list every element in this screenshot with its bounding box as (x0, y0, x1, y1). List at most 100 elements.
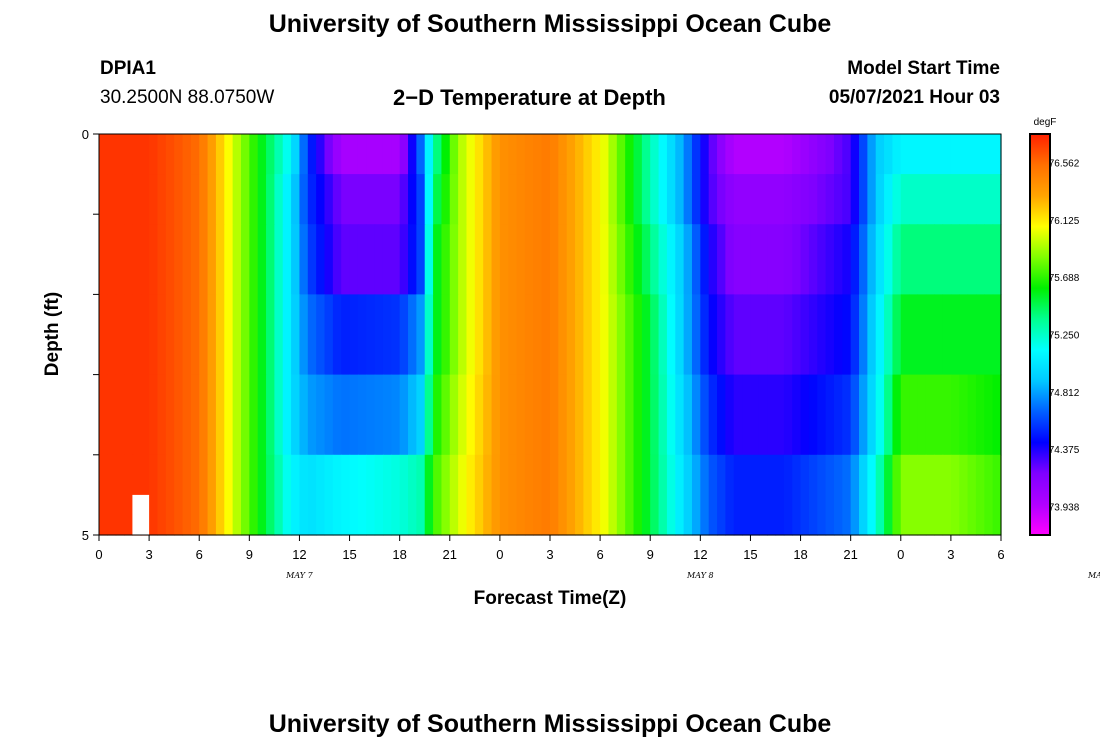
heatmap-cell (733, 134, 743, 175)
heatmap-cell (934, 174, 944, 225)
heatmap-cell (508, 454, 518, 536)
heatmap-cell (575, 374, 585, 456)
heatmap-cell (474, 134, 484, 175)
heatmap-cell (483, 134, 493, 175)
heatmap-cell (625, 174, 635, 225)
heatmap-cell (357, 134, 367, 175)
colorbar-unit: degF (1034, 117, 1057, 128)
heatmap-cell (775, 454, 785, 536)
heatmap-cell (174, 294, 184, 376)
heatmap-cell (491, 294, 501, 376)
heatmap-cell (616, 294, 626, 376)
heatmap-cell (291, 294, 301, 376)
heatmap-cell (399, 454, 409, 536)
heatmap-cell (232, 224, 242, 295)
heatmap-cell (641, 224, 651, 295)
heatmap-cell (99, 224, 108, 295)
heatmap-cell (850, 454, 860, 536)
heatmap-cell (408, 174, 417, 225)
heatmap-cell (199, 174, 209, 225)
heatmap-cell (842, 294, 852, 376)
heatmap-cell (149, 224, 159, 295)
heatmap-cell (833, 134, 843, 175)
heatmap-cell (115, 224, 125, 295)
heatmap-cell (867, 454, 877, 536)
heatmap-cell (650, 454, 660, 536)
heatmap-cell (575, 294, 585, 376)
heatmap-cell (232, 454, 242, 536)
heatmap-cell (341, 134, 351, 175)
heatmap-cell (524, 454, 534, 536)
heatmap-cell (742, 134, 752, 175)
heatmap-cell (909, 134, 919, 175)
heatmap-cell (608, 374, 618, 456)
heatmap-cell (391, 174, 401, 225)
heatmap-cell (942, 294, 952, 376)
heatmap-cell (324, 374, 334, 456)
heatmap-cell (942, 374, 952, 456)
heatmap-cell (750, 374, 760, 456)
heatmap-cell (917, 454, 927, 536)
heatmap-cell (282, 294, 292, 376)
heatmap-cell (867, 294, 877, 376)
heatmap-cell (516, 374, 526, 456)
heatmap-cell (850, 174, 860, 225)
heatmap-cell (691, 294, 701, 376)
heatmap-cell (783, 454, 793, 536)
heatmap-cell (575, 134, 585, 175)
heatmap-cell (817, 454, 827, 536)
heatmap-cell (591, 134, 601, 175)
colorbar-tick-label: 74.375 (1049, 445, 1080, 456)
heatmap-cell (608, 134, 618, 175)
heatmap-cell (391, 294, 401, 376)
heatmap-cell (600, 294, 610, 376)
heatmap-cell (307, 294, 317, 376)
heatmap-cell (174, 374, 184, 456)
heatmap-cell (792, 374, 802, 456)
heatmap-cell (867, 174, 877, 225)
heatmap-cell (859, 374, 868, 456)
heatmap-cell (633, 174, 643, 225)
heatmap-cell (474, 374, 484, 456)
heatmap-cell (249, 454, 259, 536)
heatmap-cell (399, 294, 409, 376)
heatmap-cell (825, 134, 835, 175)
heatmap-cell (458, 174, 468, 225)
colorbar-tick-label: 75.250 (1049, 331, 1080, 342)
heatmap-cell (683, 374, 693, 456)
heatmap-cell (449, 174, 459, 225)
heatmap-cell (391, 134, 401, 175)
heatmap-cell (591, 224, 601, 295)
heatmap-cell (299, 224, 309, 295)
heatmap-cell (483, 374, 493, 456)
heatmap-cell (892, 174, 902, 225)
heatmap-cell (909, 174, 919, 225)
heatmap-cell (366, 294, 376, 376)
heatmap-cell (124, 374, 134, 456)
y-tick-label: 0 (82, 127, 89, 142)
heatmap-cell (842, 224, 852, 295)
heatmap-cell (600, 174, 610, 225)
date-label: MAY 7 (285, 571, 313, 580)
heatmap-cell (266, 454, 275, 536)
heatmap-cell (992, 134, 1002, 175)
heatmap-cell (583, 224, 593, 295)
heatmap-cell (516, 134, 526, 175)
heatmap-cell (533, 174, 543, 225)
heatmap-cell (608, 174, 618, 225)
heatmap-cell (324, 134, 334, 175)
heatmap-cell (541, 174, 551, 225)
heatmap-cell (550, 224, 559, 295)
heatmap-cell (124, 454, 134, 536)
heatmap-cell (107, 224, 117, 295)
heatmap-cell (700, 374, 710, 456)
x-tick-label: 12 (693, 547, 707, 562)
x-tick-label: 21 (443, 547, 457, 562)
heatmap-cell (925, 224, 935, 295)
x-tick-label: 18 (392, 547, 406, 562)
heatmap-cell (884, 294, 894, 376)
page-title-bottom: University of Southern Mississippi Ocean… (268, 710, 832, 738)
heatmap-cell (641, 134, 651, 175)
heatmap-cell (550, 134, 559, 175)
heatmap-cell (441, 224, 451, 295)
